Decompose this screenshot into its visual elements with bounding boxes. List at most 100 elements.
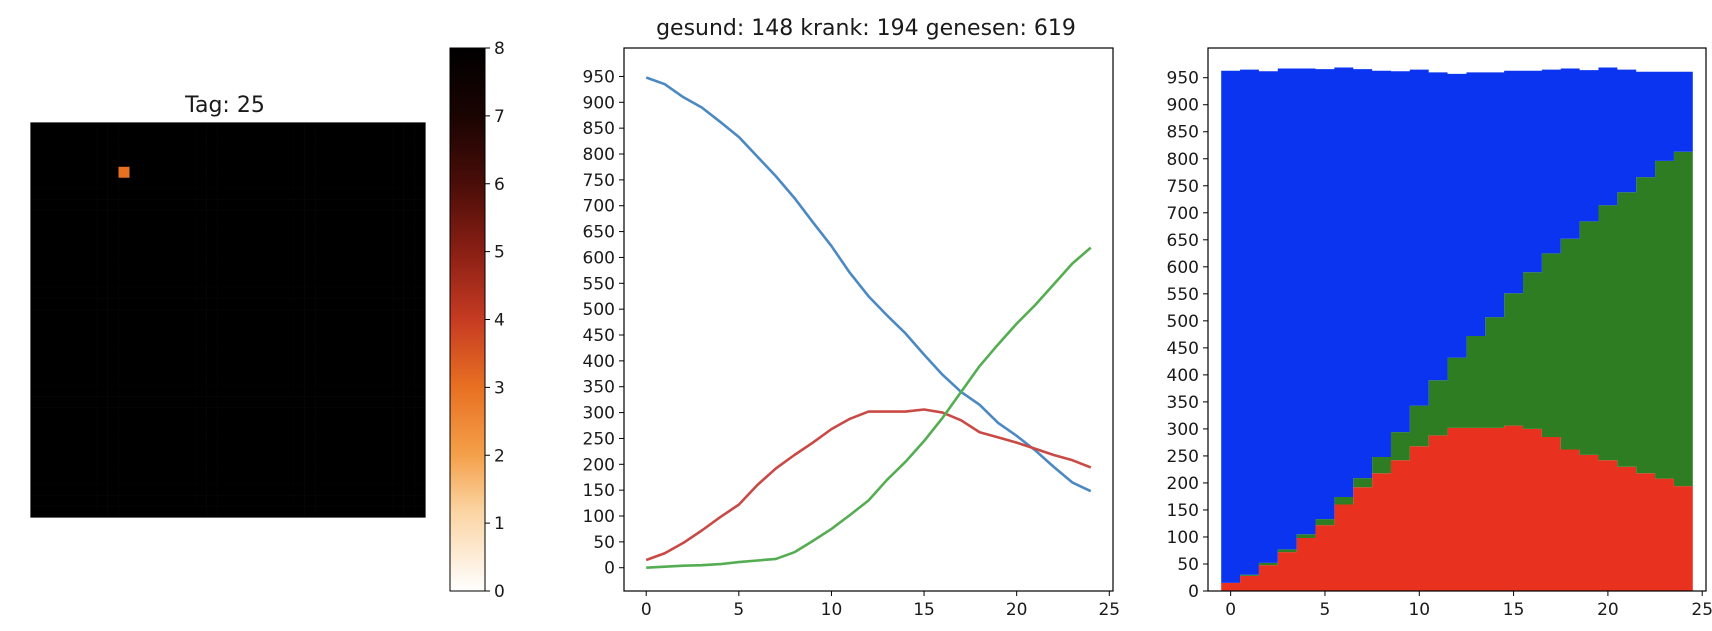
heatmap-cell <box>173 155 185 168</box>
heatmap-cell <box>293 123 305 135</box>
heatmap-cell <box>184 243 196 255</box>
y-tick-label: 0 <box>1188 582 1199 602</box>
heatmap-cell <box>96 221 108 233</box>
heatmap-cell <box>326 495 338 507</box>
heatmap-cell <box>162 298 174 310</box>
heatmap-cell <box>271 221 284 233</box>
heatmap-cell <box>129 177 141 189</box>
heatmap-cell <box>63 166 76 179</box>
heatmap-cell <box>348 473 360 485</box>
heatmap-cell <box>337 363 349 376</box>
heatmap-cell <box>206 144 218 157</box>
heatmap-cell <box>326 155 338 168</box>
heatmap-cell <box>31 155 43 168</box>
heatmap-cell <box>260 352 273 365</box>
heatmap-cell <box>85 221 97 233</box>
heatmap-cell <box>162 210 174 222</box>
heatmap-cell <box>74 144 87 157</box>
heatmap-cell <box>414 374 426 386</box>
heatmap-cell <box>293 287 305 299</box>
heatmap-cell <box>359 341 371 354</box>
heatmap-cell <box>85 407 97 419</box>
heatmap-cell <box>63 374 76 386</box>
heatmap-cell <box>129 451 141 463</box>
heatmap-cell <box>260 232 273 244</box>
heatmap-cell <box>403 232 415 244</box>
heatmap-cell <box>184 144 196 157</box>
heatmap-cell <box>326 374 338 386</box>
heatmap-cell <box>85 363 97 376</box>
heatmap-cell <box>238 320 251 332</box>
heatmap-cell <box>173 462 185 474</box>
heatmap-cell <box>52 418 65 430</box>
heatmap-cell <box>326 385 338 397</box>
heatmap-cell <box>151 495 163 507</box>
heatmap-cell <box>315 374 327 386</box>
heatmap-cell <box>238 123 251 135</box>
heatmap-cell <box>195 429 207 441</box>
x-tick-label: 5 <box>733 600 744 620</box>
heatmap-cell <box>118 177 130 189</box>
heatmap-cell <box>337 341 349 354</box>
heatmap-cell <box>326 123 338 135</box>
heatmap-cell <box>304 232 316 244</box>
heatmap-cell <box>304 484 316 496</box>
heatmap-cell <box>271 232 284 244</box>
heatmap-cell <box>359 320 371 332</box>
heatmap-cell <box>41 506 54 518</box>
heatmap-cell <box>403 254 415 266</box>
heatmap-cell <box>129 221 141 233</box>
heatmap-cell <box>228 341 240 354</box>
heatmap-cell <box>304 123 316 135</box>
heatmap-cell <box>173 407 185 419</box>
heatmap-cell <box>118 133 130 146</box>
heatmap-cell <box>41 341 54 354</box>
heatmap-cell <box>304 177 316 189</box>
heatmap-cell <box>370 495 382 507</box>
heatmap-cell <box>370 341 382 354</box>
heatmap-cell <box>206 506 218 518</box>
heatmap-cell <box>392 309 404 321</box>
heatmap-cell <box>151 287 163 299</box>
heatmap-cell <box>184 462 196 474</box>
heatmap-cell <box>249 166 262 179</box>
heatmap-cell <box>41 309 54 321</box>
heatmap-cell <box>140 144 152 157</box>
heatmap-cell <box>304 363 316 376</box>
heatmap-cell <box>31 385 43 397</box>
heatmap-cell <box>74 265 87 277</box>
heatmap-cell <box>85 210 97 222</box>
heatmap-cell <box>85 385 97 397</box>
heatmap-cell <box>315 309 327 321</box>
heatmap-cell <box>63 396 76 408</box>
heatmap-cell <box>304 320 316 332</box>
colorbar-tick-label: 3 <box>494 378 505 398</box>
heatmap-cell <box>217 374 229 386</box>
heatmap-cell <box>173 330 185 343</box>
heatmap-cell <box>151 232 163 244</box>
heatmap-cell <box>217 352 229 365</box>
heatmap-cell <box>85 418 97 430</box>
heatmap-cell <box>315 473 327 485</box>
area-series <box>1221 67 1693 583</box>
heatmap-cell <box>107 210 119 222</box>
heatmap-cell <box>162 418 174 430</box>
heatmap-cell <box>85 199 97 211</box>
heatmap-cell <box>249 363 262 376</box>
heatmap-cell <box>63 210 76 222</box>
line-series <box>645 76 1092 493</box>
heatmap-cell <box>184 232 196 244</box>
heatmap-cell <box>162 199 174 211</box>
heatmap-cell <box>129 320 141 332</box>
heatmap-cell <box>217 429 229 441</box>
heatmap-cell <box>403 506 415 518</box>
heatmap-cell <box>293 385 305 397</box>
heatmap-cell <box>151 166 163 179</box>
heatmap-cell <box>206 177 218 189</box>
heatmap-cell <box>414 330 426 343</box>
heatmap-cell <box>293 330 305 343</box>
heatmap-cell <box>249 177 262 189</box>
heatmap-cell <box>107 418 119 430</box>
y-tick-label: 600 <box>1167 258 1199 278</box>
heatmap-cell <box>107 166 119 179</box>
